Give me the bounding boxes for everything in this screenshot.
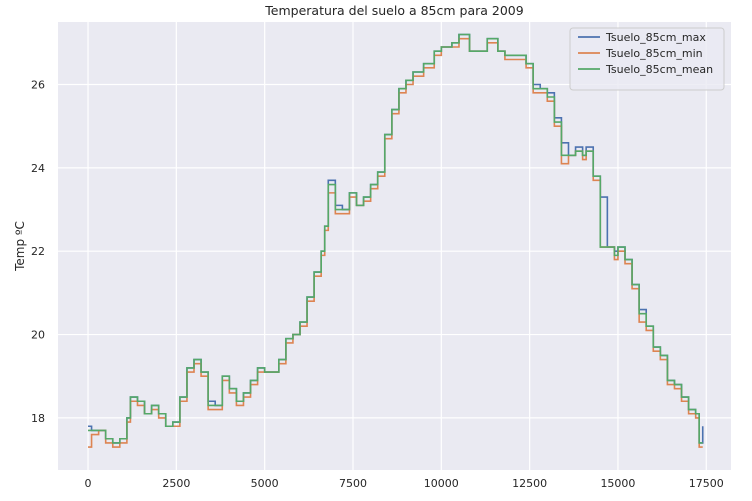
x-tick-label: 7500 xyxy=(339,477,367,490)
grid xyxy=(58,22,731,470)
x-tick-label: 0 xyxy=(85,477,92,490)
x-tick-label: 12500 xyxy=(512,477,547,490)
chart-title: Temperatura del suelo a 85cm para 2009 xyxy=(264,3,523,18)
legend-label: Tsuelo_85cm_max xyxy=(605,31,706,44)
tick-labels: 0 2500 5000 7500 10000 12500 15000 17500 18 20 22 2… xyxy=(31,79,724,490)
series-line-2 xyxy=(88,33,703,444)
x-tick-label: 10000 xyxy=(424,477,459,490)
legend-box xyxy=(569,27,725,91)
series-line-1 xyxy=(88,37,703,448)
plot-area xyxy=(58,22,731,470)
y-tick-label: 26 xyxy=(31,79,45,92)
legend: Tsuelo_85cm_max Tsuelo_85cm_min Tsuelo_85c… xyxy=(569,27,725,91)
y-tick-label: 20 xyxy=(31,329,45,342)
x-tick-label: 17500 xyxy=(689,477,724,490)
series-lines xyxy=(88,33,704,448)
y-tick-label: 18 xyxy=(31,412,45,425)
y-tick-label: 24 xyxy=(31,162,45,175)
x-tick-label: 2500 xyxy=(162,477,190,490)
y-tick-label: 22 xyxy=(31,245,45,258)
legend-label: Tsuelo_85cm_mean xyxy=(605,63,713,76)
y-axis-label: Temp ºC xyxy=(13,221,27,272)
x-tick-label: 15000 xyxy=(600,477,635,490)
legend-label: Tsuelo_85cm_min xyxy=(605,47,703,60)
x-tick-label: 5000 xyxy=(251,477,279,490)
